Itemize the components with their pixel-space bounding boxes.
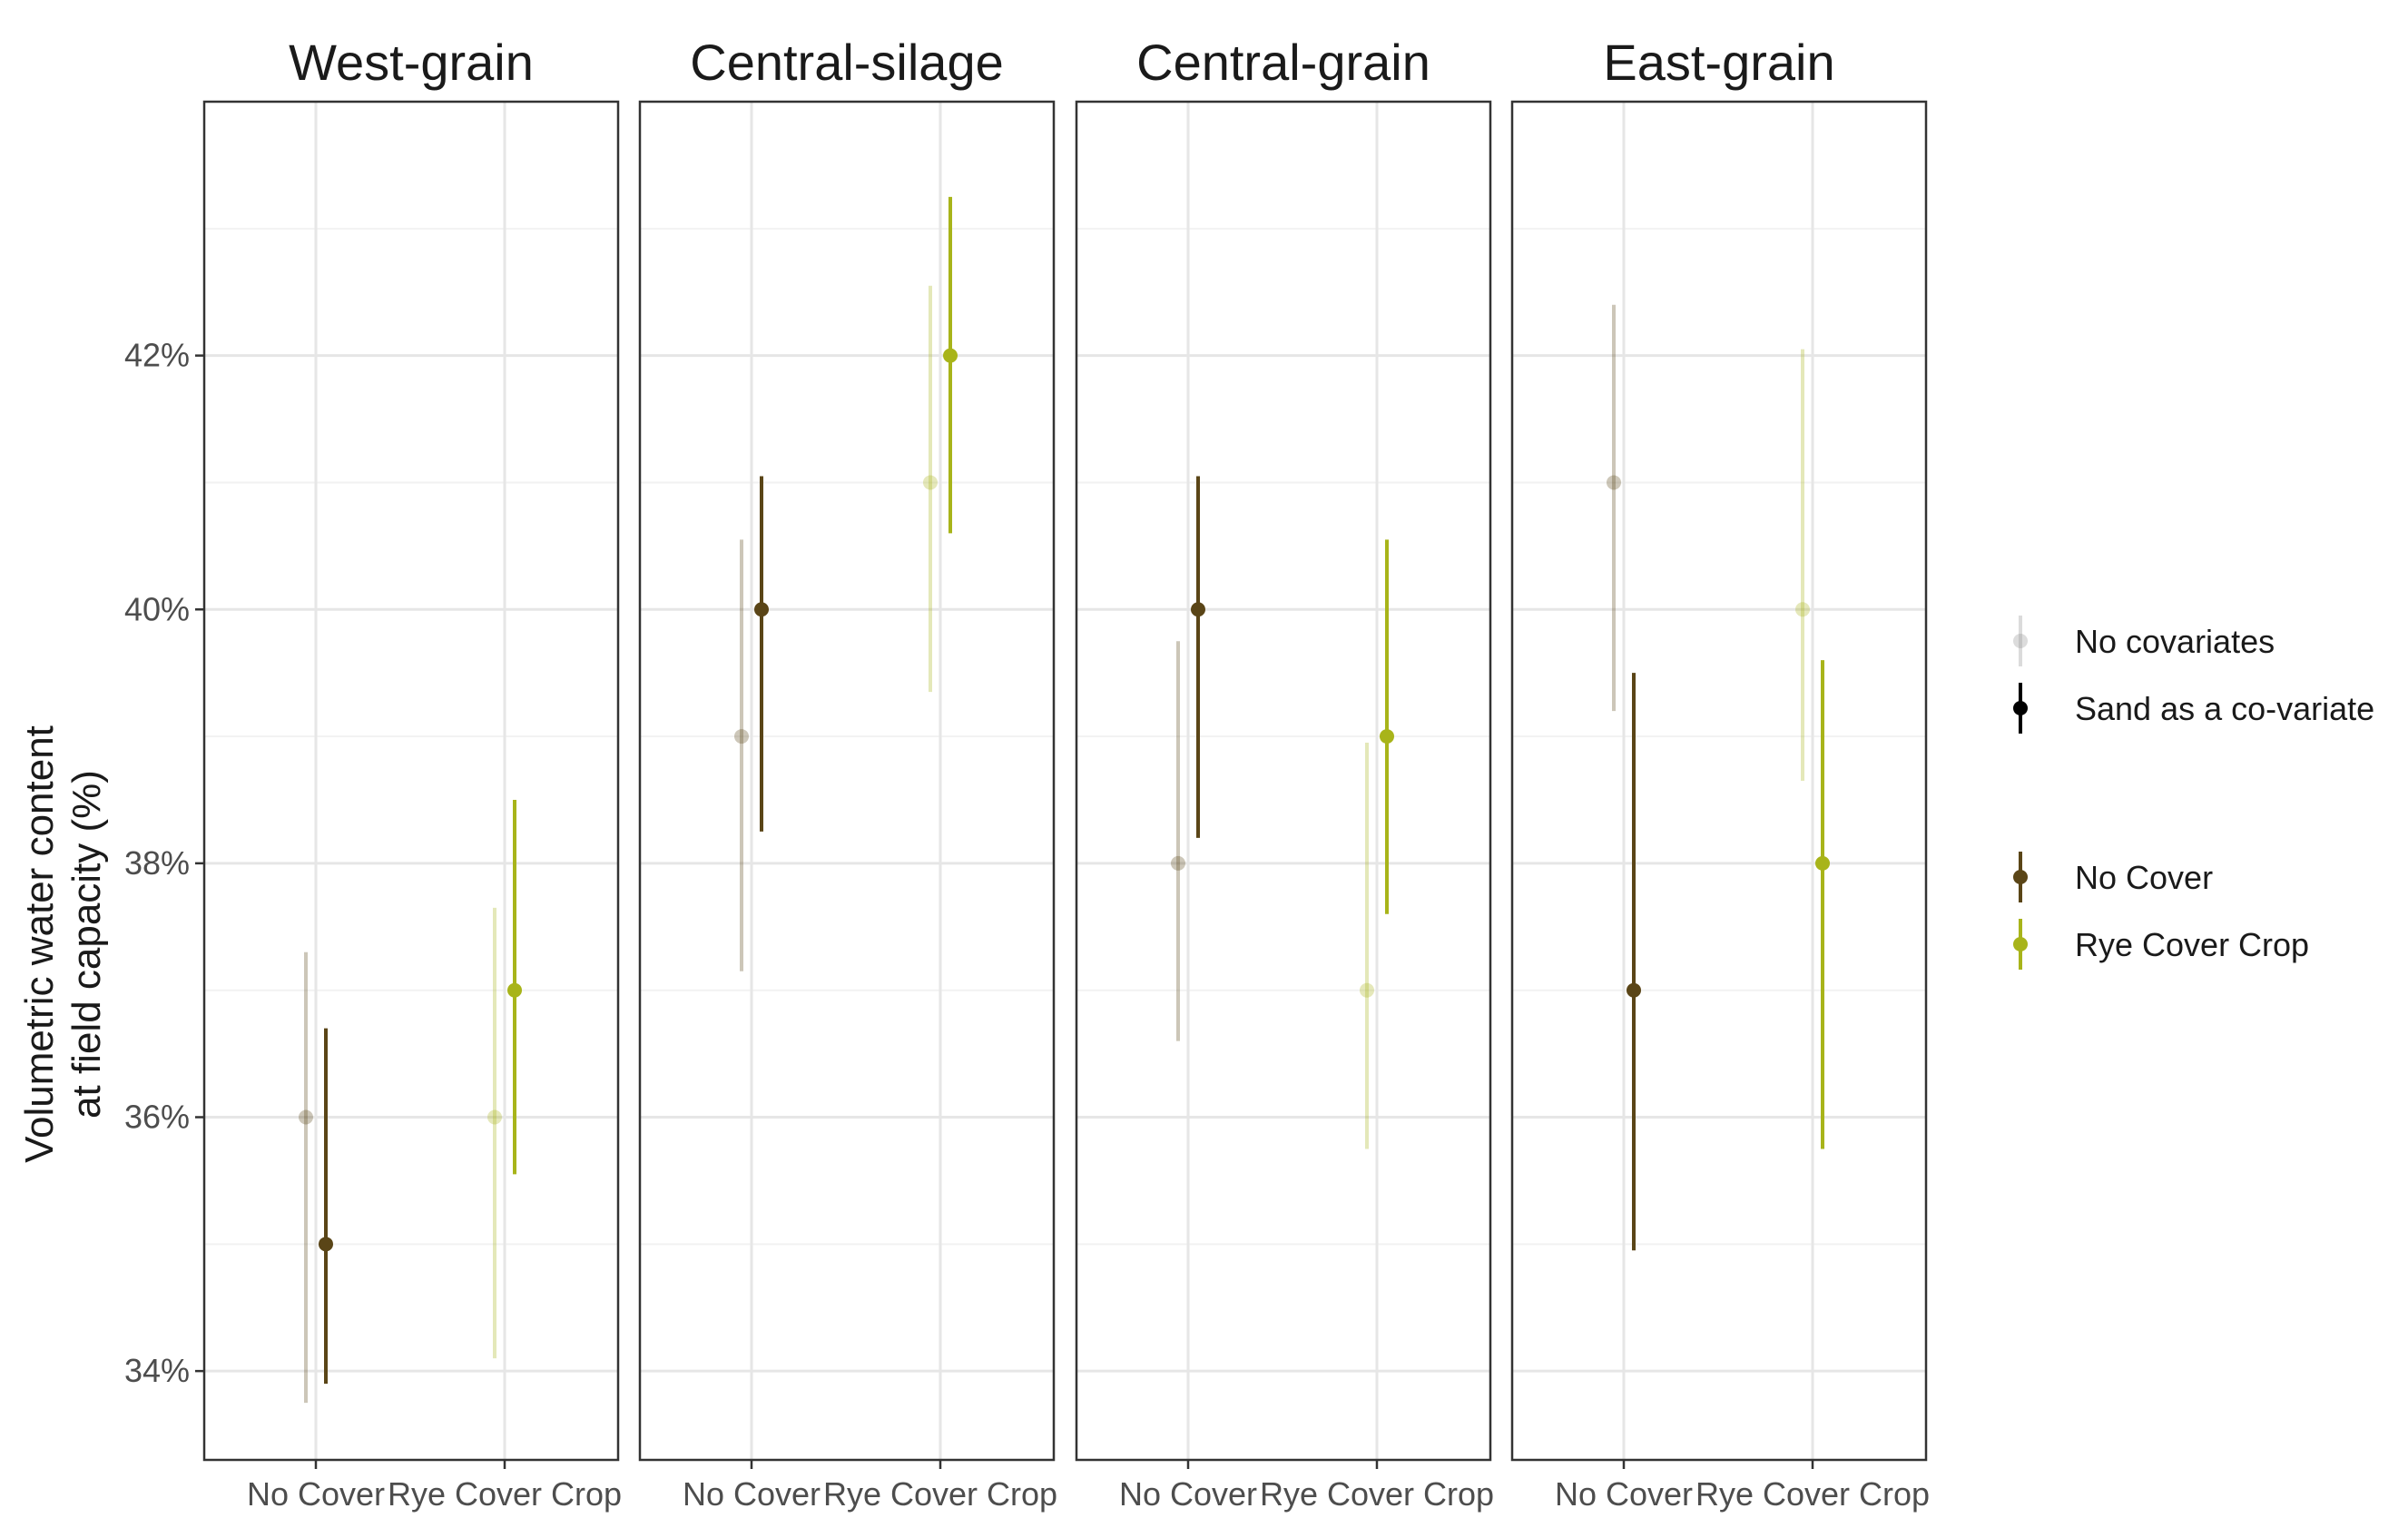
x-tick-label: No Cover [247,1475,385,1513]
legend-item-sand-as-a-co-variate: Sand as a co-variate [2013,683,2374,734]
y-tick-label: 34% [124,1352,190,1389]
point-rye-cover-crop-no-covariates [1360,982,1374,998]
panel-west-grain: West-grain No Cover Rye Cover Crop [202,34,622,1513]
panel-title: West-grain [289,34,534,91]
panel-title: East-grain [1603,34,1834,91]
y-axis-title-line2: at field capacity (%) [64,770,109,1119]
y-tick-label: 38% [124,844,190,882]
y-tick-label: 40% [124,590,190,627]
x-tick-label: Rye Cover Crop [823,1475,1057,1513]
x-tick-label: No Cover [683,1475,821,1513]
panel-border [1075,100,1492,1462]
legend-label: Rye Cover Crop [2075,926,2309,963]
x-tick-label: No Cover [1119,1475,1257,1513]
panel-east-grain: East-grain No Cover Rye Cover Crop [1510,34,1930,1513]
panel-central-silage: Central-silage No Cover Rye Cover Crop [638,34,1057,1513]
panel-title: Central-grain [1136,34,1430,91]
point-no-cover-no-covariates [734,729,749,744]
panel-border [1510,100,1928,1462]
panel-border [202,100,620,1462]
legend-key-point [2013,937,2028,951]
legend-label: No Cover [2075,859,2213,896]
point-rye-cover-crop-sand-covariate [1380,729,1394,744]
legend-label: No covariates [2075,623,2275,660]
point-no-cover-sand-covariate [319,1237,333,1252]
y-axis: 34% 36% 38% 40% 42% [124,337,204,1389]
point-rye-cover-crop-sand-covariate [507,982,522,998]
legend-item-rye-cover-crop: Rye Cover Crop [2013,919,2309,970]
legend-key-point [2013,870,2028,884]
panel-central-grain: Central-grain No Cover Rye Cover Crop [1075,34,1494,1513]
point-rye-cover-crop-sand-covariate [943,348,958,363]
y-tick-label: 36% [124,1099,190,1136]
point-rye-cover-crop-no-covariates [1795,602,1810,617]
y-axis-title-line1: Volumetric water content [17,725,62,1163]
point-no-cover-no-covariates [1171,855,1185,871]
legend-label: Sand as a co-variate [2075,690,2374,727]
point-no-cover-no-covariates [299,1109,313,1125]
x-tick-label: Rye Cover Crop [1260,1475,1494,1513]
point-rye-cover-crop-no-covariates [923,475,938,490]
legend-item-no-covariates: No covariates [2013,616,2275,666]
legend-key-point [2013,701,2028,715]
point-no-cover-sand-covariate [754,602,769,617]
point-no-cover-no-covariates [1607,475,1621,490]
x-tick-label: Rye Cover Crop [1695,1475,1930,1513]
point-no-cover-sand-covariate [1627,982,1641,998]
legend: No covariates Sand as a co-variate No Cove… [2013,616,2374,970]
panel-title: Central-silage [690,34,1004,91]
point-no-cover-sand-covariate [1191,602,1205,617]
point-rye-cover-crop-no-covariates [487,1109,502,1125]
panel-border [638,100,1056,1462]
legend-item-no-cover: No Cover [2013,852,2213,902]
x-tick-label: No Cover [1555,1475,1693,1513]
y-tick-label: 42% [124,337,190,374]
point-rye-cover-crop-sand-covariate [1815,855,1830,871]
x-tick-label: Rye Cover Crop [388,1475,622,1513]
legend-key-point [2013,634,2028,648]
